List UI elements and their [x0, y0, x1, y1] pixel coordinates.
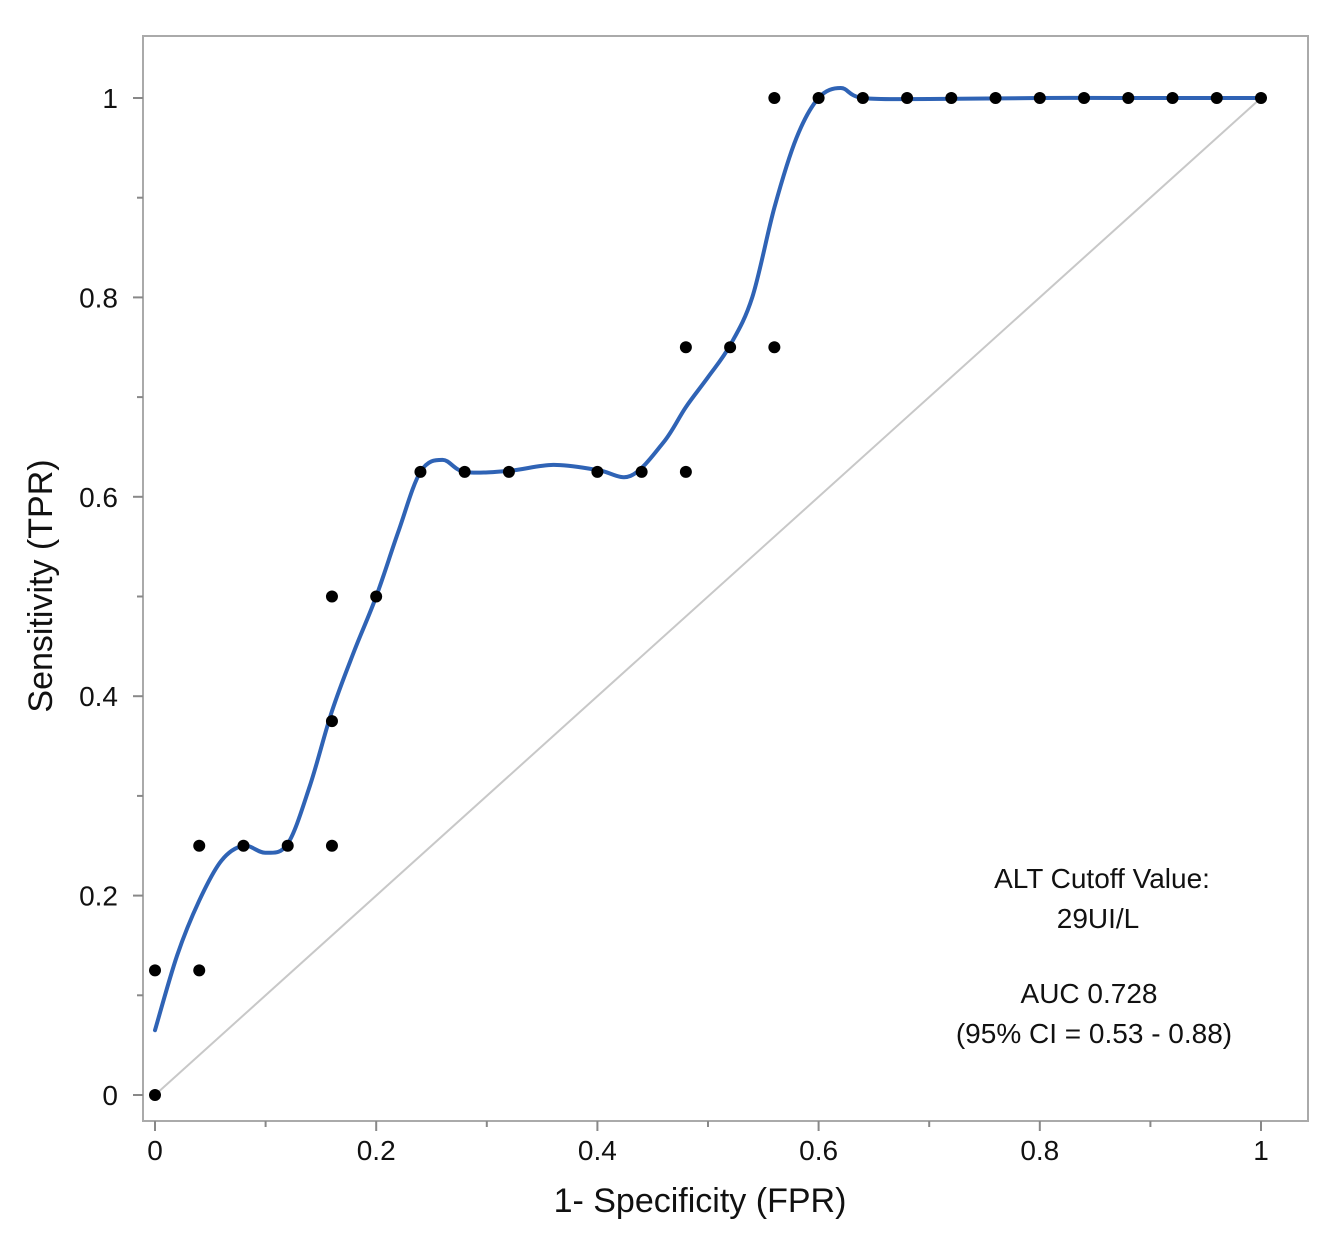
- y-tick-label: 0.4: [79, 681, 118, 712]
- x-tick-label: 0.6: [799, 1135, 838, 1166]
- x-tick-label: 1: [1253, 1135, 1269, 1166]
- y-tick-label: 0: [102, 1080, 118, 1111]
- roc-point: [1078, 92, 1091, 104]
- roc-point: [458, 465, 471, 478]
- roc-point: [149, 964, 161, 977]
- roc-point: [370, 590, 383, 603]
- roc-point: [1122, 92, 1135, 104]
- roc-point: [945, 92, 958, 104]
- roc-point: [591, 465, 604, 478]
- roc-point: [989, 92, 1002, 104]
- cutoff-label: ALT Cutoff Value:: [994, 863, 1210, 894]
- roc-point: [237, 839, 250, 852]
- y-tick-label: 0.6: [79, 482, 118, 513]
- roc-point: [679, 465, 692, 478]
- roc-point: [1033, 92, 1046, 104]
- roc-point: [193, 964, 206, 977]
- roc-point: [193, 839, 206, 852]
- roc-point: [679, 341, 692, 354]
- roc-point: [1210, 92, 1223, 104]
- x-tick-label: 0.2: [357, 1135, 396, 1166]
- roc-point: [812, 92, 825, 104]
- smoothed-roc-curve: [153, 86, 1263, 1033]
- roc-point: [325, 715, 338, 728]
- x-tick-label: 0.4: [578, 1135, 617, 1166]
- roc-point: [768, 92, 781, 104]
- roc-point: [149, 1089, 161, 1101]
- roc-point: [1255, 92, 1267, 104]
- y-axis-title: Sensitivity (TPR): [22, 459, 60, 712]
- roc-point: [1166, 92, 1179, 104]
- roc-point: [635, 465, 648, 478]
- y-tick-label: 1: [102, 83, 118, 114]
- roc-point: [325, 839, 338, 852]
- ci-label: (95% CI = 0.53 - 0.88): [956, 1018, 1232, 1049]
- roc-point: [724, 341, 737, 354]
- roc-point: [768, 341, 781, 354]
- roc-point: [325, 590, 338, 603]
- reference-diagonal-line: [154, 97, 1262, 1096]
- cutoff-value: 29UI/L: [1057, 903, 1140, 934]
- x-tick-label: 0.8: [1020, 1135, 1059, 1166]
- plot-frame: [142, 35, 1309, 1122]
- roc-point: [502, 465, 515, 478]
- y-tick-label: 0.2: [79, 881, 118, 912]
- roc-point: [856, 92, 869, 104]
- x-tick-label: 0: [147, 1135, 163, 1166]
- y-axis-ticks: 0 0.2 0.4 0.6 0.8 1: [79, 83, 143, 1111]
- roc-point: [414, 465, 427, 478]
- roc-points: [149, 92, 1267, 1101]
- x-axis-ticks: 0 0.2 0.4 0.6 0.8 1: [147, 1121, 1269, 1166]
- x-axis-title: 1- Specificity (FPR): [554, 1182, 847, 1220]
- auc-label: AUC 0.728: [1021, 978, 1158, 1009]
- roc-point: [901, 92, 914, 104]
- y-tick-label: 0.8: [79, 282, 118, 313]
- roc-point: [281, 839, 294, 852]
